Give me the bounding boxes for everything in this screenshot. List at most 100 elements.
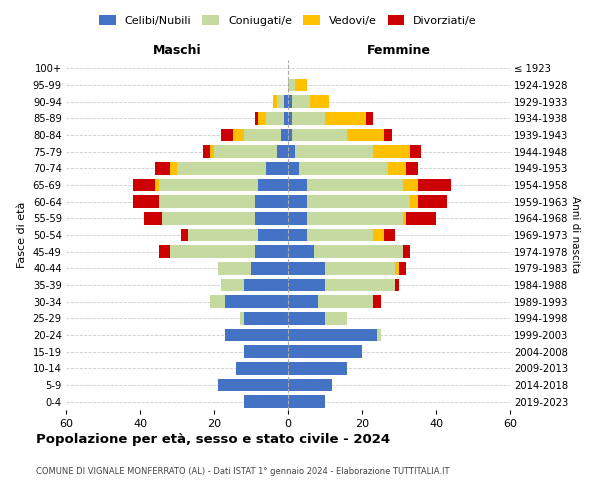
Bar	[254, 196, 288, 208]
Bar	[288, 162, 299, 174]
Legend: Celibi/Nubili, Coniugati/e, Vedovi/e, Divorziati/e: Celibi/Nubili, Coniugati/e, Vedovi/e, Di…	[95, 10, 481, 30]
Bar	[288, 79, 295, 92]
Bar	[277, 146, 288, 158]
Bar	[181, 229, 188, 241]
Bar	[170, 246, 254, 258]
Text: Popolazione per età, sesso e stato civile - 2024: Popolazione per età, sesso e stato civil…	[36, 432, 390, 446]
Bar	[218, 262, 251, 274]
Bar	[388, 162, 406, 174]
Bar	[288, 146, 295, 158]
Bar	[406, 212, 436, 224]
Bar	[295, 146, 373, 158]
Bar	[188, 229, 259, 241]
Bar	[254, 112, 259, 124]
Bar	[288, 229, 307, 241]
Bar	[403, 212, 406, 224]
Bar	[218, 379, 288, 391]
Bar	[373, 229, 384, 241]
Bar	[236, 362, 288, 374]
Bar	[314, 246, 403, 258]
Bar	[251, 262, 288, 274]
Bar	[158, 179, 259, 192]
Bar	[177, 162, 266, 174]
Bar	[288, 262, 325, 274]
Bar	[292, 129, 347, 141]
Bar	[288, 246, 314, 258]
Bar	[240, 312, 244, 324]
Bar	[403, 246, 410, 258]
Bar	[325, 279, 395, 291]
Bar	[284, 112, 288, 124]
Bar	[418, 179, 451, 192]
Bar	[244, 312, 288, 324]
Bar	[133, 196, 158, 208]
Bar	[203, 146, 210, 158]
Bar	[133, 179, 155, 192]
Bar	[292, 96, 310, 108]
Bar	[244, 129, 281, 141]
Bar	[288, 96, 292, 108]
Bar	[288, 329, 377, 341]
Bar	[259, 179, 288, 192]
Bar	[259, 229, 288, 241]
Bar	[295, 79, 307, 92]
Bar	[288, 312, 325, 324]
Bar	[410, 196, 418, 208]
Text: Femmine: Femmine	[367, 44, 431, 57]
Bar	[210, 296, 225, 308]
Bar	[384, 129, 392, 141]
Bar	[325, 312, 347, 324]
Bar	[244, 279, 288, 291]
Bar	[418, 196, 447, 208]
Bar	[225, 329, 288, 341]
Bar	[254, 246, 288, 258]
Bar	[244, 396, 288, 408]
Bar	[221, 129, 233, 141]
Y-axis label: Fasce di età: Fasce di età	[17, 202, 27, 268]
Bar	[158, 196, 254, 208]
Bar	[273, 96, 277, 108]
Bar	[214, 146, 277, 158]
Bar	[307, 229, 373, 241]
Bar	[225, 296, 288, 308]
Bar	[254, 212, 288, 224]
Bar	[307, 179, 403, 192]
Bar	[277, 96, 284, 108]
Bar	[347, 129, 384, 141]
Bar	[410, 146, 421, 158]
Bar	[281, 129, 288, 141]
Bar	[244, 346, 288, 358]
Bar	[233, 129, 244, 141]
Bar	[406, 162, 418, 174]
Bar	[317, 296, 373, 308]
Bar	[155, 179, 158, 192]
Bar	[373, 146, 410, 158]
Bar	[155, 162, 170, 174]
Bar	[288, 346, 362, 358]
Bar	[144, 212, 162, 224]
Bar	[288, 212, 307, 224]
Bar	[307, 212, 403, 224]
Bar	[299, 162, 388, 174]
Bar	[307, 196, 410, 208]
Bar	[266, 112, 284, 124]
Bar	[395, 279, 399, 291]
Bar	[395, 262, 399, 274]
Bar	[384, 229, 395, 241]
Bar	[288, 396, 325, 408]
Bar	[288, 112, 292, 124]
Bar	[377, 329, 380, 341]
Bar	[310, 96, 329, 108]
Text: COMUNE DI VIGNALE MONFERRATO (AL) - Dati ISTAT 1° gennaio 2024 - Elaborazione TU: COMUNE DI VIGNALE MONFERRATO (AL) - Dati…	[36, 468, 449, 476]
Bar	[403, 179, 418, 192]
Bar	[366, 112, 373, 124]
Bar	[211, 146, 214, 158]
Bar	[288, 129, 292, 141]
Bar	[158, 246, 170, 258]
Bar	[288, 179, 307, 192]
Y-axis label: Anni di nascita: Anni di nascita	[570, 196, 580, 274]
Bar	[373, 296, 380, 308]
Bar	[170, 162, 177, 174]
Bar	[288, 296, 317, 308]
Bar	[288, 379, 332, 391]
